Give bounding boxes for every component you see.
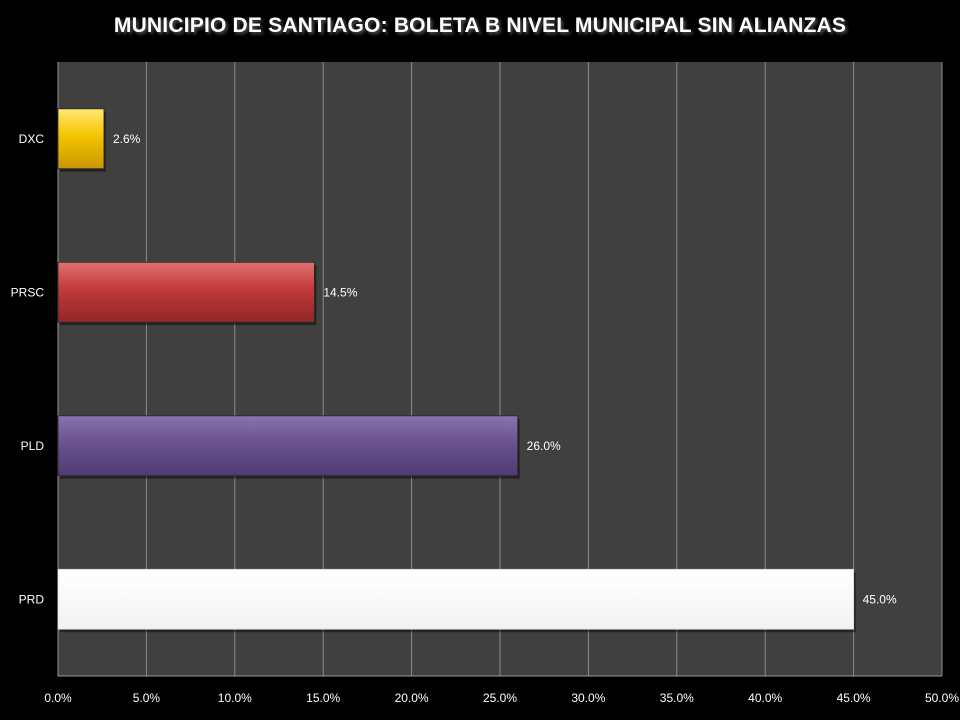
x-tick-label: 15.0% (306, 691, 340, 705)
chart-title: MUNICIPIO DE SANTIAGO: BOLETA B NIVEL MU… (113, 14, 847, 37)
category-label: PLD (21, 439, 45, 453)
x-tick-label: 30.0% (571, 691, 605, 705)
category-label: PRD (19, 592, 45, 606)
data-label: 45.0% (863, 592, 897, 606)
bar-prd (57, 568, 854, 630)
x-tick-label: 35.0% (660, 691, 694, 705)
x-tick-label: 45.0% (837, 691, 871, 705)
category-label: DXC (19, 132, 45, 146)
bar-pld (57, 415, 519, 477)
x-tick-label: 0.0% (44, 691, 72, 705)
bars (57, 108, 856, 633)
labels: 0.0% 5.0% 10.0% 15.0% 20.0% 25.0% 30.0% 35.0% 40… (11, 132, 960, 705)
x-tick-label: 10.0% (218, 691, 252, 705)
x-tick-label: 50.0% (925, 691, 959, 705)
bar-dxc (57, 108, 105, 170)
x-tick-label: 25.0% (483, 691, 517, 705)
data-label: 14.5% (323, 285, 357, 299)
data-label: 2.6% (113, 132, 141, 146)
bar-prsc (57, 261, 315, 323)
category-label: PRSC (11, 285, 45, 299)
data-label: 26.0% (527, 439, 561, 453)
x-tick-label: 20.0% (395, 691, 429, 705)
x-tick-label: 5.0% (133, 691, 161, 705)
x-tick-label: 40.0% (748, 691, 782, 705)
